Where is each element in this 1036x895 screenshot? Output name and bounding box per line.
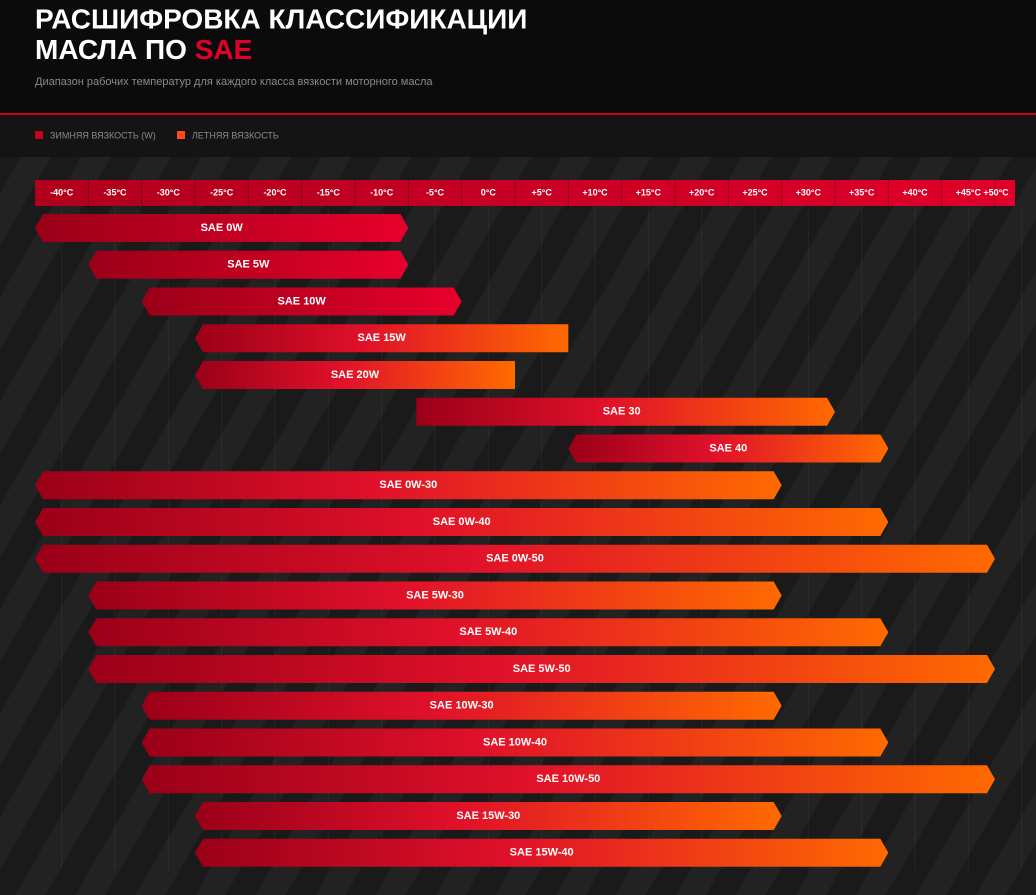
range-bar [141,691,782,720]
subtitle: Диапазон рабочих температур для каждого … [35,76,433,88]
bar-label: SAE 15W-40 [510,847,574,859]
x-tick-label: -25°C [210,187,234,197]
bar-label: SAE 0W-30 [379,479,437,491]
range-bar [35,214,409,242]
x-tick-label: +45°C [956,187,982,197]
x-tick-label: +25°C [742,187,768,197]
range-bar [195,802,782,830]
range-bar [416,397,835,426]
header-bg [0,0,1036,113]
x-tick-label: +35°C [849,187,875,197]
header-line [0,113,1036,115]
range-bar [88,618,889,647]
bar-label: SAE 5W [227,259,270,271]
range-bar [195,838,889,867]
title-highlight: SAE [195,34,253,65]
bar-label: SAE 10W [278,295,327,307]
x-tick-label: -35°C [103,187,127,197]
range-bar [195,324,569,353]
bar-label: SAE 10W-50 [536,773,600,785]
bar-label: SAE 5W-40 [459,626,517,638]
bar-label: SAE 15W-30 [456,810,520,822]
bar-label: SAE 10W-30 [430,700,494,712]
range-bar [88,250,409,279]
bar-label: SAE 40 [709,442,747,454]
legend-swatch [177,131,185,139]
title: РАСШИФРОВКА КЛАССИФИКАЦИИ [35,3,527,34]
bar-label: SAE 0W-40 [433,516,491,528]
x-tick-label: -10°C [370,187,394,197]
bar-label: SAE 10W-40 [483,736,547,748]
range-bar [141,728,889,757]
x-tick-label: +5°C [531,187,552,197]
bar-label: SAE 20W [331,369,380,381]
bar-label: SAE 5W-50 [513,663,571,675]
range-bar [88,655,996,683]
legend-swatch [35,131,43,139]
range-bar [195,361,515,389]
range-bar [568,434,889,463]
x-tick-label: +15°C [636,187,662,197]
x-tick-label: +20°C [689,187,715,197]
x-tick-label: +50°C [983,187,1009,197]
x-tick-label: -40°C [50,187,74,197]
bar-label: SAE 5W-30 [406,589,464,601]
x-tick-label: +40°C [902,187,928,197]
x-tick-label: -20°C [263,187,287,197]
bar-label: SAE 15W [358,332,407,344]
legend-bg [0,115,1036,157]
range-bar [35,508,889,536]
range-bar [141,287,462,316]
x-tick-label: 0°C [481,187,497,197]
title: МАСЛА ПО [35,34,187,65]
x-tick-label: +10°C [582,187,608,197]
x-tick-label: -15°C [317,187,341,197]
range-bar [88,581,782,610]
bar-label: SAE 0W [201,222,244,234]
x-tick-label: -5°C [426,187,445,197]
x-tick-label: -30°C [157,187,181,197]
legend-label: ЛЕТНЯЯ ВЯЗКОСТЬ [192,130,279,140]
axis-header [35,180,1015,206]
bar-label: SAE 30 [603,406,641,418]
legend-label: ЗИМНЯЯ ВЯЗКОСТЬ (W) [50,130,156,140]
range-bar [35,544,995,573]
title: МАСЛА ПО SAE [35,34,252,65]
bar-label: SAE 0W-50 [486,553,544,565]
x-tick-label: +30°C [796,187,822,197]
range-bar [35,471,782,500]
range-bar [141,765,995,794]
